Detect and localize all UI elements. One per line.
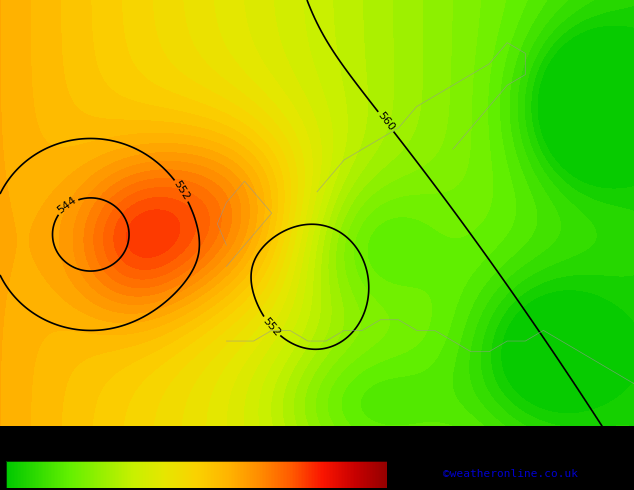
Text: 552: 552 bbox=[261, 316, 282, 338]
Text: ©weatheronline.co.uk: ©weatheronline.co.uk bbox=[443, 469, 578, 479]
Text: 560: 560 bbox=[375, 110, 396, 133]
Text: Mo 03-06-2024 00:00 UTC (00+168): Mo 03-06-2024 00:00 UTC (00+168) bbox=[349, 434, 565, 444]
Text: Height 500 hPa Spread mean+σ [gpdm]  ECMWF: Height 500 hPa Spread mean+σ [gpdm] ECMW… bbox=[6, 434, 290, 444]
Text: 552: 552 bbox=[172, 179, 191, 202]
Text: 544: 544 bbox=[56, 195, 79, 216]
